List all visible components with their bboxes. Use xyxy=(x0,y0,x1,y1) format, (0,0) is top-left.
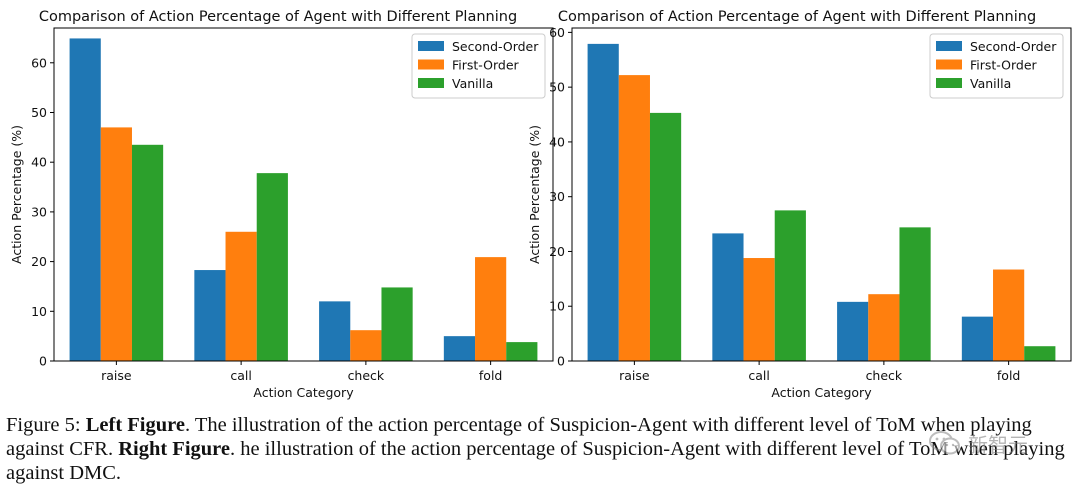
x-tick-label: fold xyxy=(479,368,502,383)
y-tick-label: 60 xyxy=(31,55,47,70)
legend-label-vanilla: Vanilla xyxy=(970,76,1011,91)
legend-label-second-order: Second-Order xyxy=(970,39,1057,54)
bar-first-order-call xyxy=(225,231,257,361)
legend-swatch-second-order xyxy=(936,41,962,51)
legend-swatch-first-order xyxy=(936,59,962,70)
bar-second-order-check xyxy=(319,301,351,361)
y-tick-label: 10 xyxy=(549,299,565,314)
y-tick-label: 60 xyxy=(549,25,565,40)
figure-caption: Figure 5: Left Figure. The illustration … xyxy=(6,414,1065,484)
y-tick-label: 40 xyxy=(31,155,47,170)
bar-second-order-fold xyxy=(443,336,476,361)
bar-first-order-fold xyxy=(475,257,507,361)
bar-second-order-fold xyxy=(961,316,994,361)
y-tick-label: 0 xyxy=(39,354,47,369)
bar-first-order-raise xyxy=(100,127,132,362)
chart-title: Comparison of Action Percentage of Agent… xyxy=(558,9,1036,25)
bar-second-order-check xyxy=(837,301,869,361)
legend-box xyxy=(929,33,1064,99)
bar-vanilla-raise xyxy=(649,112,682,361)
y-tick-label: 30 xyxy=(31,204,47,219)
legend-label-first-order: First-Order xyxy=(452,58,520,73)
bar-second-order-call xyxy=(712,233,744,361)
charts-figure: Comparison of Action Percentage of Agent… xyxy=(9,9,1072,400)
bar-vanilla-fold xyxy=(506,342,538,361)
legend-box xyxy=(411,33,546,99)
plot-frame xyxy=(571,27,1072,362)
x-axis-label: Action Category xyxy=(253,385,354,400)
bar-vanilla-raise xyxy=(131,144,164,361)
legend-label-vanilla: Vanilla xyxy=(452,76,493,91)
bar-second-order-call xyxy=(194,270,226,361)
legend: Second-Order First-Order Vanilla xyxy=(411,33,546,99)
bar-vanilla-check xyxy=(899,227,931,361)
left-figure-label: Left Figure xyxy=(85,414,185,436)
y-tick-label: 20 xyxy=(31,254,47,269)
y-axis-label: Action Percentage (%) xyxy=(527,125,542,264)
x-tick-label: raise xyxy=(101,368,132,383)
chart-left: Comparison of Action Percentage of Agent… xyxy=(9,9,554,400)
bar-second-order-raise xyxy=(587,43,619,361)
bar-first-order-call xyxy=(743,258,775,361)
legend-swatch-vanilla xyxy=(418,78,444,88)
watermark-text: 新智元 xyxy=(968,432,1028,457)
y-tick-label: 50 xyxy=(549,80,565,95)
x-tick-label: call xyxy=(748,368,769,383)
right-figure-label: Right Figure xyxy=(118,438,231,460)
y-tick-label: 50 xyxy=(31,105,47,120)
bar-vanilla-call xyxy=(256,173,288,361)
y-tick-label: 10 xyxy=(31,304,47,319)
x-tick-label: fold xyxy=(997,368,1020,383)
chart-title: Comparison of Action Percentage of Agent… xyxy=(39,9,517,25)
watermark: 新智元 xyxy=(928,426,1058,460)
legend: Second-Order First-Order Vanilla xyxy=(929,33,1064,99)
bar-vanilla-fold xyxy=(1024,346,1056,361)
bar-first-order-fold xyxy=(993,269,1025,361)
plot-frame xyxy=(53,27,554,362)
legend-label-first-order: First-Order xyxy=(970,58,1038,73)
bar-second-order-raise xyxy=(69,38,101,361)
wechat-icon xyxy=(929,431,960,455)
bar-first-order-check xyxy=(350,330,382,361)
legend-swatch-first-order xyxy=(418,59,444,70)
x-tick-label: check xyxy=(348,368,385,383)
y-tick-label: 40 xyxy=(549,134,565,149)
bar-first-order-raise xyxy=(618,75,650,361)
legend-label-second-order: Second-Order xyxy=(452,39,539,54)
y-tick-label: 0 xyxy=(557,354,565,369)
x-tick-label: check xyxy=(866,368,903,383)
x-tick-label: call xyxy=(230,368,251,383)
y-tick-label: 20 xyxy=(549,244,565,259)
bar-vanilla-check xyxy=(381,287,413,361)
legend-swatch-vanilla xyxy=(936,78,962,88)
chart-right: Comparison of Action Percentage of Agent… xyxy=(527,9,1072,400)
y-tick-label: 30 xyxy=(549,189,565,204)
bar-first-order-check xyxy=(868,294,900,361)
x-axis-label: Action Category xyxy=(771,385,872,400)
x-tick-label: raise xyxy=(619,368,650,383)
y-axis-label: Action Percentage (%) xyxy=(9,125,24,264)
legend-swatch-second-order xyxy=(418,41,444,51)
bar-vanilla-call xyxy=(774,210,806,361)
